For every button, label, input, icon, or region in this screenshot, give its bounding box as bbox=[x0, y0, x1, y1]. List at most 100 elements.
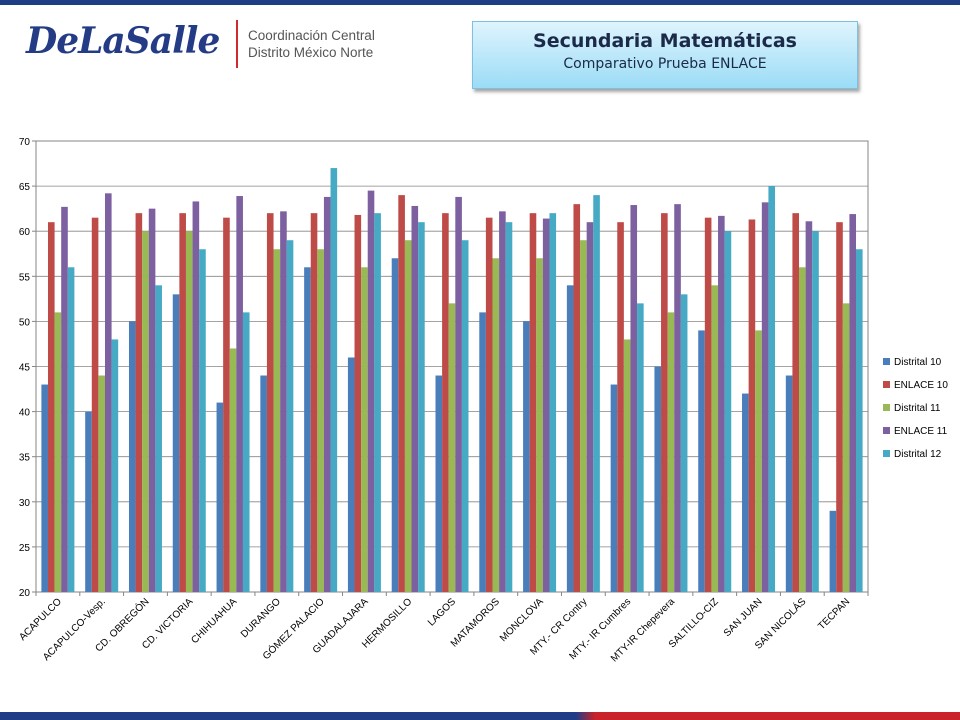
bar bbox=[593, 195, 600, 592]
bar bbox=[448, 303, 456, 592]
x-tick-label: CHIHUAHUA bbox=[189, 596, 239, 646]
bar bbox=[529, 213, 537, 592]
bar bbox=[586, 222, 594, 592]
bar bbox=[354, 214, 362, 593]
bar bbox=[229, 348, 237, 592]
bar bbox=[829, 510, 837, 592]
legend-swatch bbox=[883, 404, 890, 411]
title-box: Secundaria Matemáticas Comparativo Prueb… bbox=[472, 21, 858, 89]
legend-label: ENLACE 11 bbox=[894, 426, 948, 437]
bar bbox=[435, 375, 443, 592]
bar bbox=[98, 375, 105, 592]
bar bbox=[799, 267, 806, 592]
bar bbox=[849, 214, 857, 592]
legend-swatch bbox=[883, 381, 890, 388]
delasalle-logo: DeLaSalle Coordinación Central Distrito … bbox=[22, 16, 382, 76]
bar bbox=[418, 222, 425, 592]
x-tick-label: LAGOS bbox=[426, 596, 458, 628]
bar bbox=[330, 168, 338, 592]
bar bbox=[286, 240, 294, 592]
bar bbox=[47, 222, 55, 592]
logo-line-2: Distrito México Norte bbox=[248, 45, 374, 60]
bar bbox=[128, 321, 136, 592]
bar bbox=[374, 213, 381, 592]
bar bbox=[242, 312, 250, 592]
bar bbox=[724, 231, 732, 592]
bar bbox=[347, 357, 355, 592]
y-tick-label: 70 bbox=[19, 137, 31, 148]
bar bbox=[542, 218, 550, 592]
legend-label: Distrital 12 bbox=[894, 449, 942, 460]
y-tick-label: 35 bbox=[19, 453, 31, 464]
bar bbox=[273, 249, 281, 593]
x-tick-label: TECPAN bbox=[816, 596, 852, 632]
bar bbox=[623, 339, 631, 592]
bar bbox=[148, 208, 156, 592]
bar bbox=[711, 285, 719, 592]
bar bbox=[610, 384, 618, 592]
bar bbox=[361, 267, 368, 592]
bar bbox=[637, 303, 644, 592]
bar bbox=[661, 213, 668, 592]
bar bbox=[266, 213, 274, 592]
bar bbox=[111, 339, 119, 592]
bar bbox=[680, 294, 688, 592]
bar bbox=[536, 258, 543, 592]
bar bbox=[216, 402, 224, 592]
bottom-accent-bar bbox=[0, 712, 960, 720]
y-tick-label: 50 bbox=[19, 317, 31, 328]
bar bbox=[223, 217, 230, 593]
x-tick-label: DURANGO bbox=[239, 596, 283, 640]
bar bbox=[674, 204, 681, 592]
bar bbox=[367, 190, 375, 593]
legend-swatch bbox=[883, 450, 890, 457]
bar bbox=[492, 258, 500, 592]
bar bbox=[704, 217, 712, 593]
logo-divider bbox=[236, 20, 238, 68]
bar bbox=[761, 202, 769, 592]
bar bbox=[61, 206, 68, 592]
bar bbox=[549, 213, 557, 592]
bar bbox=[304, 267, 311, 592]
bar bbox=[742, 393, 749, 592]
bar bbox=[505, 222, 513, 592]
bar bbox=[630, 205, 638, 593]
logo-brand: DeLaSalle bbox=[26, 20, 220, 62]
y-tick-label: 60 bbox=[19, 227, 31, 238]
x-tick-label: MONCLOVA bbox=[498, 596, 546, 644]
bar bbox=[479, 312, 486, 592]
bar bbox=[566, 285, 574, 592]
bar bbox=[755, 330, 762, 592]
bar bbox=[785, 375, 793, 592]
bar bbox=[185, 231, 193, 592]
bar bbox=[91, 217, 99, 593]
legend-label: Distrital 10 bbox=[894, 357, 942, 368]
bar bbox=[698, 330, 705, 592]
bar bbox=[155, 285, 162, 592]
bar bbox=[172, 294, 180, 592]
bar bbox=[199, 249, 206, 593]
bar bbox=[856, 249, 863, 593]
bar bbox=[317, 249, 324, 593]
bar bbox=[192, 201, 200, 592]
bar bbox=[718, 215, 725, 592]
bar bbox=[411, 205, 419, 592]
y-tick-label: 30 bbox=[19, 498, 31, 509]
bar bbox=[654, 366, 662, 592]
legend-label: Distrital 11 bbox=[894, 403, 941, 414]
page-title: Secundaria Matemáticas bbox=[533, 30, 797, 52]
bar bbox=[404, 240, 412, 592]
y-tick-label: 40 bbox=[19, 408, 31, 419]
bar-chart: 2025303540455055606570ACAPULCOACAPULCO-V… bbox=[17, 137, 948, 664]
bar bbox=[836, 222, 843, 592]
bar bbox=[461, 240, 469, 592]
bar bbox=[580, 240, 587, 592]
legend-swatch bbox=[883, 358, 890, 365]
bar bbox=[179, 213, 186, 592]
page-subtitle: Comparativo Prueba ENLACE bbox=[563, 56, 767, 72]
bar bbox=[455, 196, 462, 592]
bar bbox=[792, 213, 800, 592]
top-accent-bar bbox=[0, 0, 960, 5]
bar bbox=[41, 384, 48, 592]
bar bbox=[499, 211, 506, 592]
